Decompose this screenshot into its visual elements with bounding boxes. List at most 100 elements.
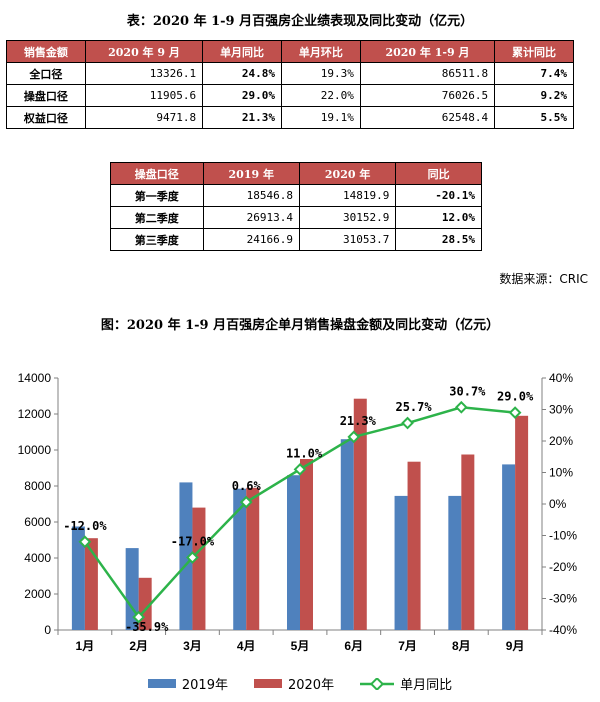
x-tick-label: 7月 [398, 639, 417, 653]
header-cell: 同比 [395, 162, 482, 185]
bar-2019年-8月 [448, 495, 462, 630]
cell-yoy: 29.0% [202, 84, 282, 107]
cell-sep: 13326.1 [84, 62, 204, 85]
left-tick-label: 4000 [24, 551, 51, 565]
cell-yoy: 28.5% [395, 228, 482, 251]
right-tick-label: -10% [549, 529, 577, 543]
bar-2019年-1月 [71, 526, 85, 630]
table-row: 全口径 13326.1 24.8% 19.3% 86511.8 7.4% [6, 62, 574, 85]
cell-yoy: 21.3% [202, 106, 282, 129]
cell-2020: 30152.9 [298, 206, 397, 229]
cell-mom: 19.1% [281, 106, 361, 129]
cell-2019: 24166.9 [202, 228, 300, 251]
yoy-data-label: -17.0% [171, 535, 215, 549]
x-tick-label: 8月 [452, 639, 471, 653]
bar-2020年-7月 [407, 461, 421, 630]
left-tick-label: 10000 [18, 443, 52, 457]
right-tick-label: -40% [549, 623, 577, 637]
cell-yoy: 24.8% [202, 62, 282, 85]
cell-sep: 9471.8 [84, 106, 204, 129]
right-tick-label: 30% [549, 403, 573, 417]
yoy-data-label: -12.0% [63, 519, 107, 533]
right-tick-label: -20% [549, 560, 577, 574]
x-tick-label: 5月 [291, 639, 310, 653]
data-source: 数据来源：CRIC [499, 272, 588, 286]
bar-2020年-1月 [84, 538, 98, 630]
cell-2020: 31053.7 [298, 228, 397, 251]
row-label: 全口径 [6, 62, 86, 85]
cell-cum: 7.4% [494, 62, 574, 85]
header-cell: 2020 年 [298, 162, 397, 185]
x-tick-label: 1月 [76, 639, 95, 653]
quarterly-table: 操盘口径 2019 年 2020 年 同比 第一季度 18546.8 14819… [110, 162, 482, 251]
bar-2019年-9月 [502, 464, 516, 630]
row-label: 第一季度 [110, 184, 204, 207]
legend-label-yoy: 单月同比 [400, 678, 453, 693]
x-tick-label: 3月 [183, 639, 202, 653]
x-tick-label: 9月 [506, 639, 525, 653]
yoy-point-7月 [401, 416, 414, 430]
x-tick-label: 6月 [344, 639, 363, 653]
left-tick-label: 8000 [24, 479, 51, 493]
yoy-data-label: -35.9% [125, 620, 169, 634]
header-cell: 操盘口径 [110, 162, 204, 185]
table-header-row: 销售金额 2020 年 9 月 单月同比 单月环比 2020 年 1-9 月 累… [6, 40, 574, 63]
bar-2019年-7月 [394, 495, 408, 630]
x-tick-label: 2月 [129, 639, 148, 653]
legend-swatch-2019 [147, 679, 176, 688]
yoy-data-label: 30.7% [449, 384, 486, 398]
yoy-data-label: 0.6% [232, 479, 262, 493]
yoy-point-9月 [508, 406, 522, 420]
sales-chart: 0 2000 4000 6000 8000 10000 12000 14000 -40% -30%… [18, 371, 578, 653]
bar-2020年-5月 [300, 459, 313, 630]
cell-2020: 14819.9 [298, 184, 397, 207]
legend-label-2020: 2020年 [287, 678, 335, 693]
cell-cum: 5.5% [494, 106, 574, 129]
cell-mom: 19.3% [281, 62, 361, 85]
cell-yoy: 12.0% [395, 206, 482, 229]
yoy-point-1月 [78, 535, 92, 549]
yoy-data-label: 21.3% [340, 414, 377, 428]
yoy-data-label: 25.7% [395, 400, 432, 414]
right-tick-label: 10% [549, 466, 573, 480]
right-tick-label: 40% [549, 371, 573, 385]
bar-2019年-2月 [125, 548, 139, 630]
header-cell: 销售金额 [6, 40, 86, 63]
x-tick-label: 4月 [237, 639, 256, 653]
cell-yoy: -20.1% [395, 184, 482, 207]
legend-item-yoy: 单月同比 [360, 674, 452, 693]
yoy-point-8月 [454, 400, 468, 414]
header-cell: 2020 年 1-9 月 [359, 40, 496, 63]
bar-2019年-5月 [287, 475, 300, 630]
right-tick-label: 0% [549, 497, 567, 511]
left-tick-label: 14000 [18, 371, 52, 385]
yoy-point-2月 [132, 610, 146, 624]
table-row: 操盘口径 11905.6 29.0% 22.0% 76026.5 9.2% [6, 84, 574, 107]
cell-2019: 26913.4 [202, 206, 300, 229]
yoy-point-5月 [293, 462, 307, 476]
row-label: 权益口径 [6, 106, 86, 129]
bar-2020年-4月 [246, 487, 260, 630]
table-row: 第一季度 18546.8 14819.9 -20.1% [110, 184, 482, 207]
table-row: 第二季度 26913.4 30152.9 12.0% [110, 206, 482, 229]
header-cell: 单月同比 [202, 40, 282, 63]
legend-item-2019: 2019年 [147, 674, 228, 693]
header-cell: 单月环比 [281, 40, 361, 63]
yoy-point-3月 [186, 551, 199, 564]
yoy-point-6月 [347, 430, 361, 444]
bar-2020年-9月 [515, 415, 529, 630]
chart-title: 图：2020 年 1-9 月百强房企单月销售操盘金额及同比变动（亿元） [100, 318, 500, 333]
bar-2019年-4月 [233, 488, 247, 630]
table-header-row: 操盘口径 2019 年 2020 年 同比 [110, 162, 482, 185]
bar-2020年-8月 [461, 454, 475, 630]
cell-ytd: 86511.8 [359, 62, 496, 85]
legend-swatch-2020 [253, 679, 282, 688]
bar-2020年-3月 [192, 507, 206, 630]
cell-sep: 11905.6 [84, 84, 204, 107]
yoy-data-label: 11.0% [286, 446, 323, 460]
header-cell: 2020 年 9 月 [84, 40, 204, 63]
bar-2020年-6月 [353, 398, 367, 630]
right-tick-label: -30% [549, 592, 577, 606]
table-row: 权益口径 9471.8 21.3% 19.1% 62548.4 5.5% [6, 106, 574, 129]
bar-2019年-6月 [340, 439, 354, 630]
